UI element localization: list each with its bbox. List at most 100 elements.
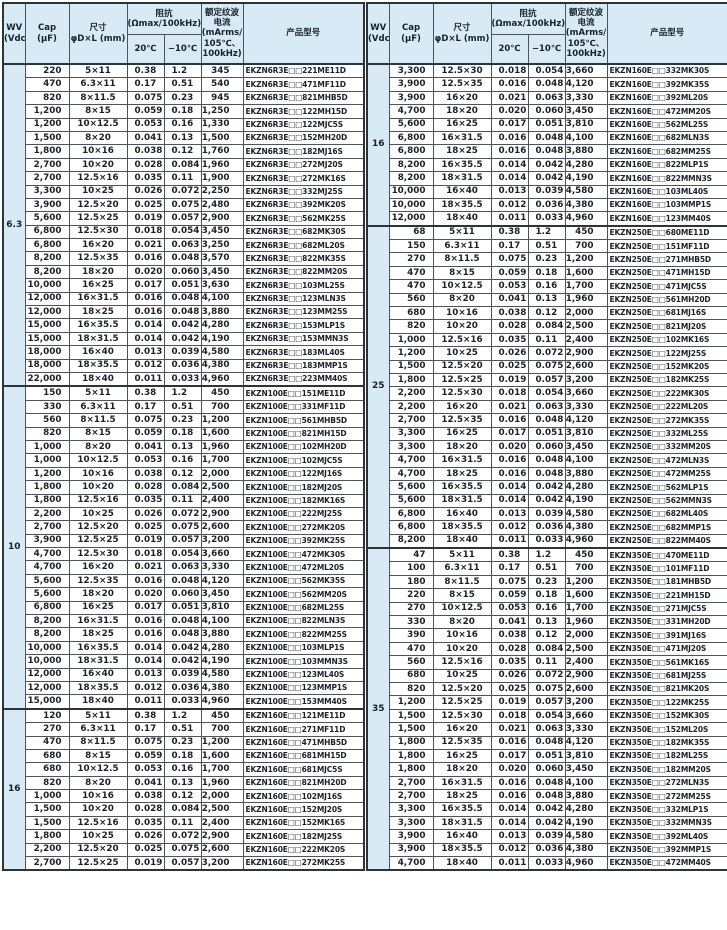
size-cell: 18×20 xyxy=(68,587,128,602)
impedance-20c-cell: 0.026 xyxy=(126,184,165,199)
cap-cell: 3,900 xyxy=(388,77,434,92)
impedance-20c-cell: 0.019 xyxy=(126,533,165,549)
table-row: 1,800 12.5×16 0.035 0.11 2,400 EKZN100E□□182M… xyxy=(3,493,365,508)
table-row: 3,900 12.5×25 0.019 0.057 3,200 EKZN100E□□392… xyxy=(3,533,365,549)
size-cell: 18×25 xyxy=(432,144,492,159)
table-body: 6.3 220 5×11 0.38 1.2 345 EKZN6R3E□□221ME11D 47… xyxy=(2,62,365,871)
impedance-20c-cell: 0.053 xyxy=(126,117,165,132)
cap-cell: 6,800 xyxy=(24,600,70,616)
impedance-minus10c-cell: 0.063 xyxy=(527,90,566,106)
impedance-minus10c-cell: 0.11 xyxy=(527,332,566,348)
impedance-20c-cell: 0.011 xyxy=(490,856,529,871)
table-row: 560 8×11.5 0.075 0.23 1,200 EKZN100E□□561MHB5… xyxy=(3,413,365,428)
ripple-current-cell: 2,000 xyxy=(564,628,608,643)
cap-cell: 1,500 xyxy=(24,815,70,831)
impedance-minus10c-cell: 0.039 xyxy=(527,829,566,844)
table-row: 3,300 18×20 0.020 0.060 3,450 EKZN250E□□332MM… xyxy=(367,439,727,455)
table-row: 680 8×15 0.059 0.18 1,600 EKZN160E□□681MH15D xyxy=(3,748,365,764)
part-number-cell: EKZN250E□□681MJ16S xyxy=(606,306,727,321)
ripple-current-cell: 1,760 xyxy=(200,144,244,159)
ripple-current-cell: 2,000 xyxy=(564,306,608,321)
table-row: 5,600 12.5×25 0.019 0.057 2,900 EKZN6R3E□□562… xyxy=(3,211,365,226)
table-row: 10,000 16×40 0.013 0.039 4,580 EKZN160E□□103M… xyxy=(367,184,727,199)
size-cell: 10×12.5 xyxy=(432,279,492,294)
size-cell: 18×35.5 xyxy=(68,680,128,696)
table-row: 8,200 18×40 0.011 0.033 4,960 EKZN250E□□822MM… xyxy=(367,533,727,549)
impedance-minus10c-cell: 0.12 xyxy=(163,789,202,804)
cap-cell: 470 xyxy=(24,77,70,92)
cap-cell: 1,800 xyxy=(24,493,70,508)
part-number-cell: EKZN100E□□821MH15D xyxy=(242,426,365,441)
wv-group-label: 10 xyxy=(2,385,26,710)
impedance-minus10c-cell: 0.048 xyxy=(527,453,566,468)
ripple-current-cell: 2,250 xyxy=(200,184,244,199)
size-cell: 10×20 xyxy=(432,641,492,657)
part-number-cell: EKZN160E□□472MM20S xyxy=(606,104,727,119)
impedance-20c-cell: 0.019 xyxy=(126,856,165,871)
part-number-cell: EKZN350E□□182MK35S xyxy=(606,735,727,750)
cap-cell: 1,200 xyxy=(24,466,70,482)
ripple-current-cell: 2,500 xyxy=(200,480,244,495)
ripple-current-cell: 4,280 xyxy=(564,802,608,817)
part-number-cell: EKZN100E□□822MM25S xyxy=(242,627,365,642)
part-number-cell: EKZN250E□□151MF11D xyxy=(606,239,727,254)
impedance-minus10c-cell: 0.12 xyxy=(163,466,202,482)
part-number-cell: EKZN350E□□331MH20D xyxy=(606,615,727,630)
table-row: 3,300 16×35.5 0.014 0.042 4,280 EKZN350E□□332… xyxy=(367,802,727,817)
size-cell: 16×25 xyxy=(432,748,492,764)
table-row: 1,000 10×12.5 0.053 0.16 1,700 EKZN100E□□102M… xyxy=(3,453,365,468)
table-row: 10,000 16×35.5 0.014 0.042 4,280 EKZN100E□□10… xyxy=(3,640,365,656)
cap-cell: 10,000 xyxy=(24,654,70,669)
table-row: 470 8×15 0.059 0.18 1,600 EKZN250E□□471MH15D xyxy=(367,265,727,281)
cap-cell: 10,000 xyxy=(388,197,434,213)
cap-cell: 820 xyxy=(388,319,434,334)
table-row: 3,900 18×35.5 0.012 0.036 4,380 EKZN350E□□392… xyxy=(367,842,727,858)
cap-cell: 5,600 xyxy=(24,573,70,589)
impedance-20c-cell: 0.041 xyxy=(126,775,165,791)
part-number-cell: EKZN250E□□472MM25S xyxy=(606,466,727,482)
table-row: 1,800 12.5×35 0.016 0.048 4,120 EKZN350E□□182… xyxy=(367,735,727,750)
size-cell: 16×31.5 xyxy=(432,775,492,791)
table-row: 820 8×15 0.059 0.18 1,600 EKZN100E□□821MH15D xyxy=(3,426,365,441)
cap-cell: 6,800 xyxy=(388,144,434,159)
cap-cell: 220 xyxy=(388,588,434,603)
table-row: 3,300 10×25 0.026 0.072 2,250 EKZN6R3E□□332MJ… xyxy=(3,184,365,199)
size-cell: 12.5×25 xyxy=(68,211,128,226)
size-cell: 12.5×30 xyxy=(68,224,128,240)
impedance-20c-cell: 0.028 xyxy=(490,641,529,657)
table-row: 4,700 18×25 0.016 0.048 3,880 EKZN250E□□472MM… xyxy=(367,466,727,482)
part-number-cell: EKZN160E□□103ML40S xyxy=(606,184,727,199)
impedance-20c-cell: 0.026 xyxy=(126,829,165,844)
ripple-current-cell: 4,100 xyxy=(564,453,608,468)
impedance-20c-cell: 0.028 xyxy=(490,319,529,334)
table-row: 2,200 12.5×30 0.018 0.054 3,660 EKZN250E□□222… xyxy=(367,386,727,401)
size-cell: 18×40 xyxy=(68,694,128,710)
impedance-20c-cell: 0.020 xyxy=(126,587,165,602)
ripple-current-cell: 3,450 xyxy=(564,104,608,119)
impedance-20c-cell: 0.020 xyxy=(126,264,165,280)
part-number-cell: EKZN100E□□153MM40S xyxy=(242,694,365,710)
impedance-minus10c-cell: 0.16 xyxy=(163,453,202,468)
ripple-current-cell: 4,380 xyxy=(200,358,244,373)
size-cell: 8×15 xyxy=(68,748,128,764)
cap-cell: 18,000 xyxy=(24,345,70,360)
size-cell: 18×25 xyxy=(432,466,492,482)
cap-cell: 820 xyxy=(388,681,434,697)
cap-cell: 470 xyxy=(24,735,70,750)
impedance-20c-cell: 0.016 xyxy=(490,144,529,159)
size-cell: 16×40 xyxy=(68,667,128,682)
part-number-cell: EKZN250E□□471MH15D xyxy=(606,265,727,281)
table-row: 2,200 10×25 0.026 0.072 2,900 EKZN100E□□222MJ… xyxy=(3,506,365,522)
size-cell: 18×20 xyxy=(432,762,492,777)
impedance-20c-cell: 0.011 xyxy=(490,211,529,227)
impedance-minus10c-cell: 0.048 xyxy=(163,291,202,307)
cap-cell: 680 xyxy=(24,748,70,764)
part-number-cell: EKZN160E□□681MJC5S xyxy=(242,762,365,777)
impedance-minus10c-cell: 0.16 xyxy=(527,279,566,294)
cap-cell: 8,200 xyxy=(388,171,434,186)
table-row: 680 10×12.5 0.053 0.16 1,700 EKZN160E□□681MJC… xyxy=(3,762,365,777)
cap-cell: 10,000 xyxy=(388,184,434,199)
ripple-current-cell: 450 xyxy=(200,707,244,724)
impedance-20c-cell: 0.014 xyxy=(490,171,529,186)
size-cell: 18×35.5 xyxy=(68,358,128,373)
